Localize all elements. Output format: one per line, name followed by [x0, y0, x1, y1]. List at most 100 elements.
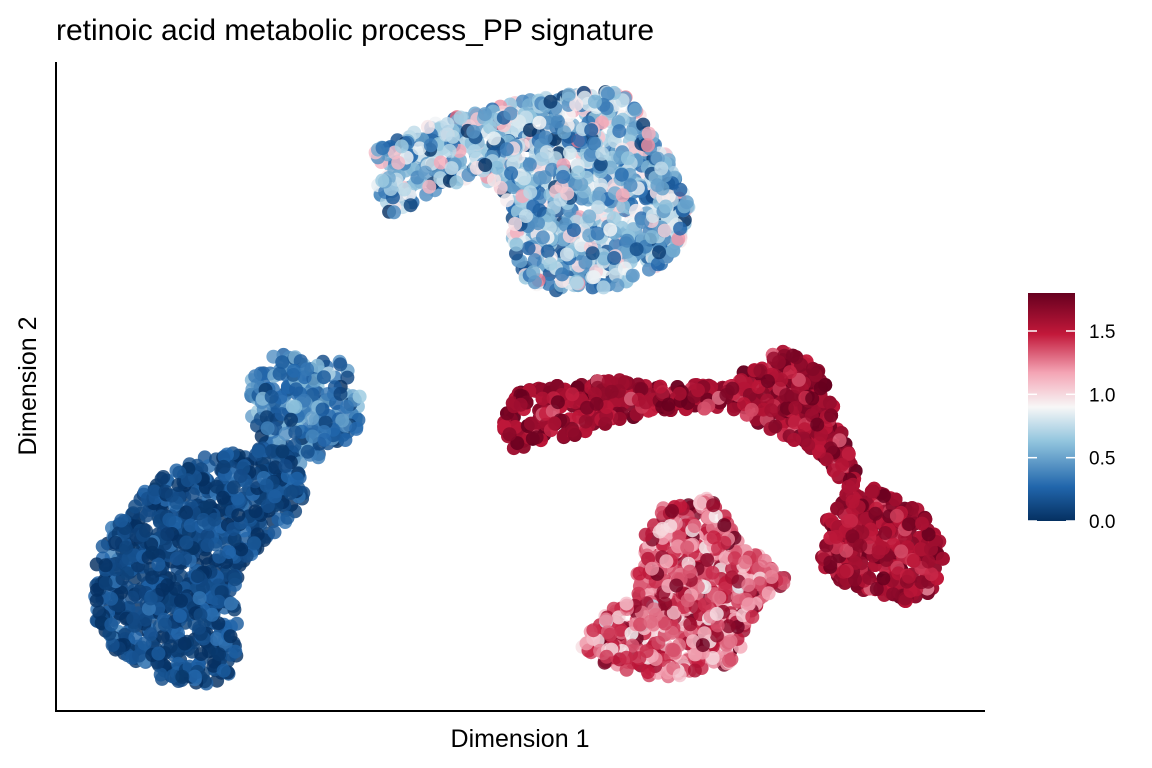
scatter-point	[888, 492, 903, 507]
scatter-point	[693, 496, 707, 510]
scatter-point	[162, 512, 177, 527]
scatter-point	[527, 253, 542, 268]
scatter-point	[935, 551, 950, 566]
scatter-point	[593, 157, 608, 172]
scatter-point	[862, 571, 877, 585]
scatter-point	[444, 161, 459, 176]
scatter-point	[98, 576, 113, 591]
scatter-point	[706, 498, 721, 513]
scatter-point	[673, 182, 688, 197]
scatter-point	[180, 473, 195, 488]
scatter-point	[290, 471, 304, 486]
scatter-point	[190, 569, 205, 584]
scatter-point	[499, 142, 514, 157]
scatter-point	[305, 411, 319, 426]
scatter-point	[207, 512, 222, 527]
scatter-point	[641, 138, 655, 153]
scatter-point	[185, 487, 200, 502]
scatter-point	[466, 124, 481, 139]
scatter-point	[157, 617, 172, 632]
scatter-point	[565, 423, 580, 438]
scatter-point	[771, 355, 786, 370]
scatter-point	[638, 527, 653, 542]
scatter-point	[683, 617, 698, 632]
scatter-point	[500, 193, 515, 208]
scatter-point	[315, 402, 330, 417]
scatter-point	[531, 216, 545, 231]
scatter-point	[192, 591, 207, 606]
scatter-point	[876, 489, 891, 503]
scatter-point	[764, 403, 779, 418]
scatter-point	[453, 110, 468, 125]
scatter-point	[397, 182, 412, 197]
scatter-point	[634, 382, 649, 397]
scatter-point	[442, 143, 457, 158]
scatter-point	[391, 155, 406, 170]
scatter-point	[569, 97, 584, 112]
scatter-point	[352, 389, 367, 404]
scatter-point	[114, 513, 129, 528]
scatter-point	[508, 217, 523, 231]
scatter-point	[259, 478, 274, 493]
scatter-point	[824, 408, 839, 423]
scatter-point	[216, 663, 231, 678]
scatter-point	[924, 567, 939, 582]
scatter-point	[557, 125, 572, 140]
scatter-point	[658, 199, 673, 214]
scatter-point	[836, 564, 851, 579]
scatter-point	[691, 383, 705, 398]
scatter-point	[338, 433, 353, 447]
scatter-point	[615, 188, 630, 203]
scatter-point	[333, 386, 348, 401]
scatter-point	[645, 209, 660, 223]
scatter-point	[523, 185, 538, 200]
scatter-point	[757, 553, 772, 568]
scatter-point	[121, 551, 136, 566]
scatter-point	[878, 526, 893, 540]
scatter-point	[915, 516, 929, 531]
scatter-point	[532, 171, 547, 185]
scatter-point	[433, 155, 448, 170]
scatter-point	[566, 223, 581, 238]
scatter-point	[819, 452, 834, 467]
scatter-point	[265, 443, 280, 458]
scatter-point	[801, 438, 816, 453]
scatter-point	[652, 245, 666, 260]
scatter-point	[666, 605, 681, 620]
scatter-point	[787, 415, 802, 430]
scatter-point	[141, 601, 156, 616]
scatter-point	[559, 247, 574, 262]
scatter-point	[585, 246, 600, 261]
scatter-point	[513, 397, 528, 412]
scatter-point	[535, 230, 550, 245]
scatter-point	[212, 647, 226, 662]
scatter-point	[587, 94, 602, 109]
scatter-point	[175, 669, 190, 684]
scatter-point	[672, 386, 687, 401]
scatter-point	[864, 484, 879, 499]
scatter-point	[165, 669, 180, 684]
scatter-point	[650, 178, 665, 193]
scatter-point	[288, 425, 303, 440]
scatter-point	[226, 522, 241, 537]
scatter-point	[278, 459, 293, 474]
scatter-point	[583, 148, 598, 162]
scatter-point	[155, 629, 170, 644]
scatter-point	[259, 410, 274, 425]
scatter-point	[227, 532, 242, 547]
scatter-point	[540, 244, 555, 259]
scatter-point	[523, 123, 537, 138]
scatter-point	[108, 535, 123, 550]
scatter-point	[901, 569, 916, 584]
scatter-point	[98, 558, 113, 573]
scatter-point	[538, 130, 553, 145]
scatter-point	[284, 412, 298, 427]
scatter-point	[509, 237, 524, 252]
scatter-point	[823, 555, 838, 570]
scatter-point	[641, 126, 656, 141]
scatter-point	[449, 175, 464, 190]
scatter-point	[584, 123, 599, 138]
scatter-point	[571, 165, 586, 180]
scatter-point	[562, 145, 577, 160]
scatter-point	[535, 391, 550, 406]
